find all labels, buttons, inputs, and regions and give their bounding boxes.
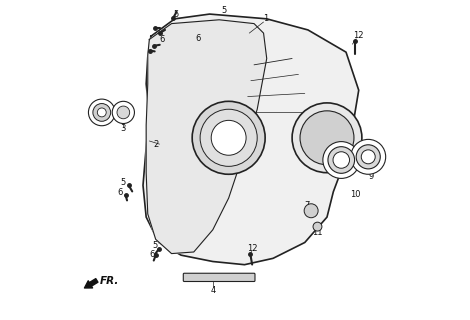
Text: 10: 10 bbox=[350, 190, 360, 199]
Text: 12: 12 bbox=[247, 244, 258, 253]
Text: 3: 3 bbox=[121, 124, 126, 133]
Circle shape bbox=[351, 140, 386, 174]
Circle shape bbox=[328, 147, 354, 173]
FancyArrowPatch shape bbox=[85, 279, 98, 288]
Circle shape bbox=[356, 145, 380, 169]
Circle shape bbox=[300, 111, 354, 165]
FancyBboxPatch shape bbox=[183, 273, 255, 282]
Text: 2: 2 bbox=[154, 140, 159, 148]
Text: 5: 5 bbox=[173, 10, 179, 19]
Circle shape bbox=[97, 108, 106, 117]
Text: FR.: FR. bbox=[100, 276, 119, 286]
Circle shape bbox=[292, 103, 362, 173]
Circle shape bbox=[211, 120, 246, 155]
Text: 11: 11 bbox=[312, 228, 323, 237]
Circle shape bbox=[200, 109, 257, 166]
Text: 5: 5 bbox=[121, 178, 126, 187]
Circle shape bbox=[361, 150, 375, 164]
Circle shape bbox=[333, 152, 350, 168]
Text: 1: 1 bbox=[264, 14, 269, 23]
Text: 7: 7 bbox=[305, 202, 310, 211]
Circle shape bbox=[93, 104, 110, 121]
Text: 6: 6 bbox=[118, 188, 123, 197]
Text: 12: 12 bbox=[353, 31, 364, 40]
Circle shape bbox=[313, 222, 322, 231]
Circle shape bbox=[117, 106, 130, 119]
Text: 4: 4 bbox=[211, 285, 216, 295]
Text: 8: 8 bbox=[95, 108, 101, 117]
Text: 5: 5 bbox=[152, 241, 158, 250]
Circle shape bbox=[192, 101, 265, 174]
Text: 6: 6 bbox=[196, 34, 201, 43]
Polygon shape bbox=[143, 14, 359, 265]
Polygon shape bbox=[146, 20, 266, 253]
Circle shape bbox=[323, 142, 360, 178]
Text: 6: 6 bbox=[149, 250, 155, 259]
Text: 6: 6 bbox=[159, 35, 164, 44]
Text: 9: 9 bbox=[369, 172, 374, 181]
Circle shape bbox=[304, 204, 318, 218]
Text: 5: 5 bbox=[221, 6, 227, 15]
Circle shape bbox=[88, 99, 115, 126]
Circle shape bbox=[112, 101, 134, 124]
